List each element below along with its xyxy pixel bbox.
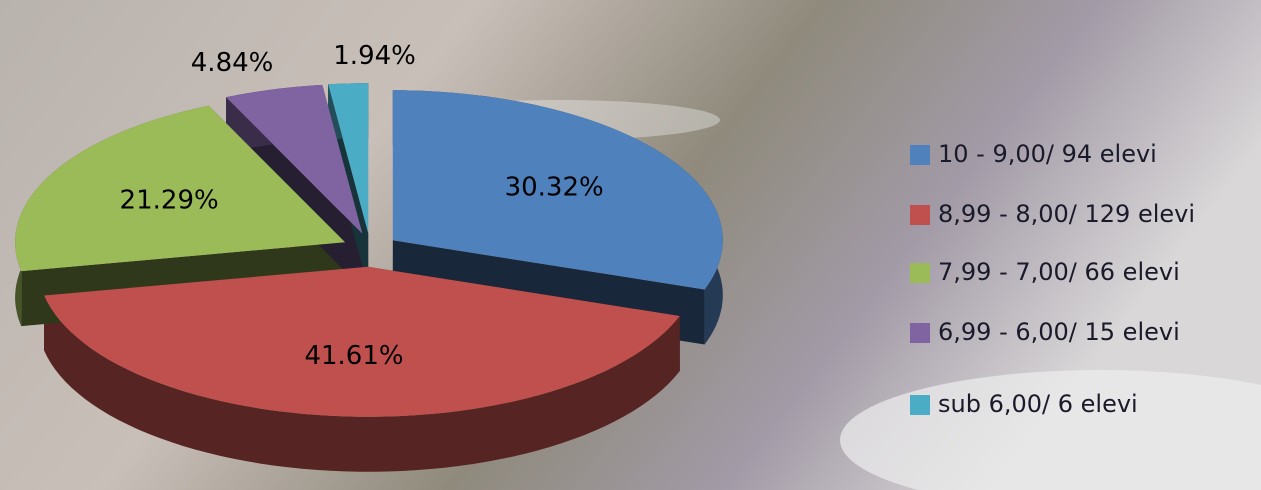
legend-swatch — [910, 263, 930, 283]
legend-swatch — [910, 205, 930, 225]
data-label: 4.84% — [191, 48, 274, 78]
legend-swatch — [910, 145, 930, 165]
data-label: 41.61% — [304, 341, 403, 371]
data-label: 21.29% — [120, 186, 219, 216]
legend-label: 6,99 - 6,00/ 15 elevi — [938, 318, 1180, 346]
legend-label: sub 6,00/ 6 elevi — [938, 390, 1138, 418]
chart: 30.32% 41.61% 21.29% 4.84% 1.94% 10 - 9,00/ … — [0, 0, 1261, 490]
legend-swatch — [910, 395, 930, 415]
legend-label: 10 - 9,00/ 94 elevi — [938, 140, 1157, 168]
data-label: 1.94% — [333, 41, 416, 71]
legend-swatch — [910, 323, 930, 343]
data-label: 30.32% — [505, 173, 604, 203]
legend-label: 7,99 - 7,00/ 66 elevi — [938, 258, 1180, 286]
legend-label: 8,99 - 8,00/ 129 elevi — [938, 200, 1195, 228]
